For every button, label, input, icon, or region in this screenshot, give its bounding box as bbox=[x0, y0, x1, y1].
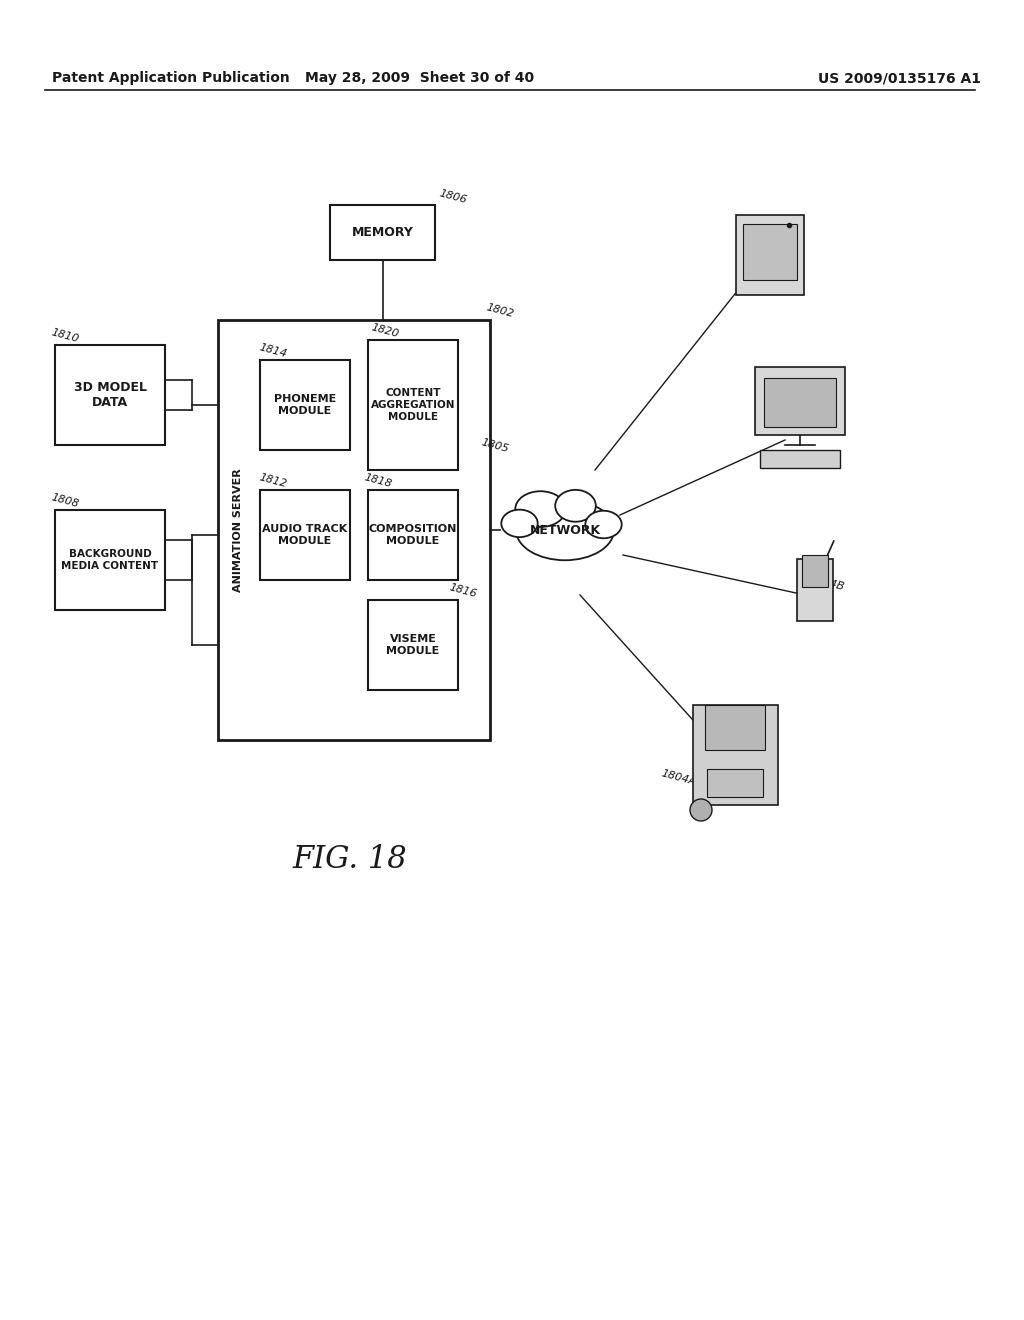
Ellipse shape bbox=[515, 491, 565, 527]
Text: 1802: 1802 bbox=[485, 302, 515, 319]
Text: 1818: 1818 bbox=[362, 473, 393, 488]
Text: 1810: 1810 bbox=[50, 327, 80, 345]
Text: CONTENT
AGGREGATION
MODULE: CONTENT AGGREGATION MODULE bbox=[371, 388, 456, 421]
Text: Patent Application Publication: Patent Application Publication bbox=[52, 71, 290, 84]
Text: US 2009/0135176 A1: US 2009/0135176 A1 bbox=[818, 71, 981, 84]
FancyBboxPatch shape bbox=[330, 205, 435, 260]
Text: 1804A: 1804A bbox=[660, 768, 697, 787]
Text: 1816: 1816 bbox=[449, 582, 478, 599]
Text: 1806: 1806 bbox=[438, 187, 468, 205]
FancyBboxPatch shape bbox=[692, 705, 777, 805]
Text: 1820: 1820 bbox=[370, 322, 400, 339]
FancyBboxPatch shape bbox=[55, 345, 165, 445]
Text: 1804C: 1804C bbox=[780, 418, 817, 437]
Ellipse shape bbox=[502, 510, 538, 537]
Ellipse shape bbox=[555, 490, 596, 521]
FancyBboxPatch shape bbox=[764, 378, 836, 426]
Text: 1804D: 1804D bbox=[762, 244, 801, 264]
FancyBboxPatch shape bbox=[260, 360, 350, 450]
Text: 1805: 1805 bbox=[480, 437, 510, 454]
Text: 1814: 1814 bbox=[258, 342, 288, 359]
Ellipse shape bbox=[690, 799, 712, 821]
FancyBboxPatch shape bbox=[368, 341, 458, 470]
Text: ANIMATION SERVER: ANIMATION SERVER bbox=[233, 469, 243, 591]
FancyBboxPatch shape bbox=[797, 558, 833, 620]
Text: NETWORK: NETWORK bbox=[529, 524, 600, 536]
Text: PHONEME
MODULE: PHONEME MODULE bbox=[273, 395, 336, 416]
Text: FIG. 18: FIG. 18 bbox=[293, 845, 408, 875]
FancyBboxPatch shape bbox=[55, 510, 165, 610]
FancyBboxPatch shape bbox=[368, 490, 458, 579]
FancyBboxPatch shape bbox=[736, 215, 804, 294]
FancyBboxPatch shape bbox=[760, 450, 840, 469]
Text: 1812: 1812 bbox=[258, 473, 288, 488]
FancyBboxPatch shape bbox=[368, 601, 458, 690]
FancyBboxPatch shape bbox=[708, 770, 763, 797]
Ellipse shape bbox=[516, 500, 614, 560]
FancyBboxPatch shape bbox=[260, 490, 350, 579]
FancyBboxPatch shape bbox=[218, 319, 490, 741]
Text: BACKGROUND
MEDIA CONTENT: BACKGROUND MEDIA CONTENT bbox=[61, 549, 159, 570]
Text: VISEME
MODULE: VISEME MODULE bbox=[386, 634, 439, 656]
Text: 3D MODEL
DATA: 3D MODEL DATA bbox=[74, 381, 146, 409]
FancyBboxPatch shape bbox=[802, 554, 828, 587]
FancyBboxPatch shape bbox=[706, 705, 765, 750]
Ellipse shape bbox=[586, 511, 622, 539]
FancyBboxPatch shape bbox=[743, 224, 797, 280]
Text: 1808: 1808 bbox=[50, 492, 80, 510]
Text: 1804B: 1804B bbox=[808, 573, 846, 591]
FancyBboxPatch shape bbox=[755, 367, 845, 436]
Text: MEMORY: MEMORY bbox=[351, 226, 414, 239]
Text: AUDIO TRACK
MODULE: AUDIO TRACK MODULE bbox=[262, 524, 347, 545]
Text: May 28, 2009  Sheet 30 of 40: May 28, 2009 Sheet 30 of 40 bbox=[305, 71, 535, 84]
Text: COMPOSITION
MODULE: COMPOSITION MODULE bbox=[369, 524, 457, 545]
